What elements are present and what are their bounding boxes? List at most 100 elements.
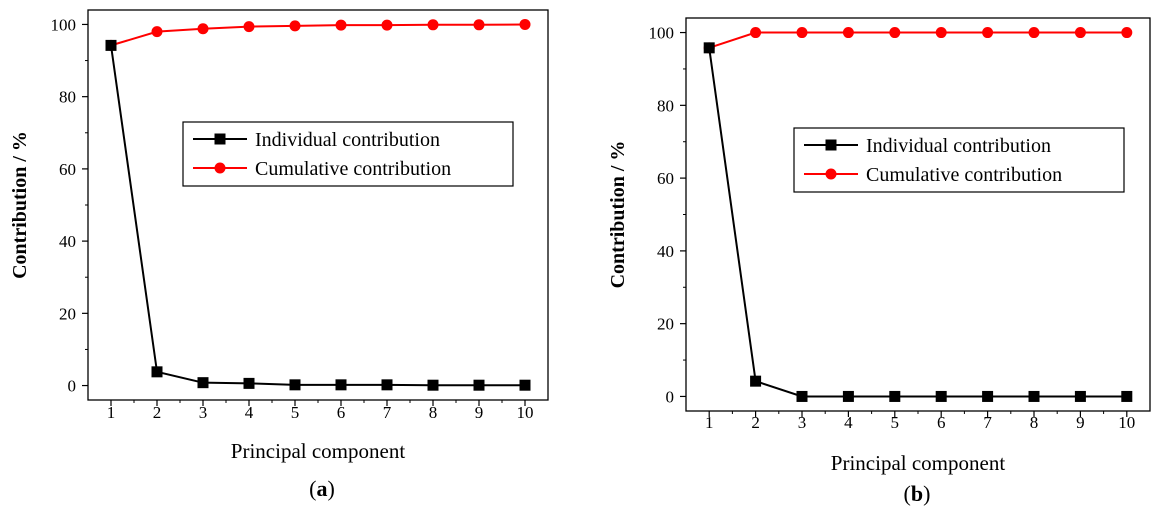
- x-tick-label: 3: [798, 413, 807, 432]
- data-point-cumulative: [750, 27, 762, 39]
- x-tick-label: 5: [891, 413, 900, 432]
- plot-frame: [87, 9, 549, 401]
- y-tick-label: 40: [657, 242, 674, 261]
- data-point-cumulative: [519, 18, 531, 30]
- legend-label: Individual contribution: [866, 135, 1051, 157]
- data-point-cumulative: [381, 19, 393, 31]
- y-tick-label: 100: [51, 15, 77, 34]
- x-tick-label: 2: [153, 403, 162, 422]
- data-point-cumulative: [935, 27, 947, 39]
- data-point-individual: [197, 377, 209, 389]
- y-tick-label: 20: [657, 315, 674, 334]
- panel-label-open-paren: (: [309, 476, 316, 501]
- data-point-individual: [289, 379, 301, 391]
- legend-marker-circle: [825, 168, 837, 180]
- x-axis-title: Principal component: [831, 451, 1006, 475]
- data-point-cumulative: [197, 23, 209, 35]
- legend-marker-circle: [214, 162, 226, 174]
- x-tick-label: 10: [1118, 413, 1135, 432]
- x-tick-label: 7: [383, 403, 392, 422]
- x-tick-label: 4: [844, 413, 853, 432]
- y-tick-label: 80: [657, 96, 674, 115]
- data-point-individual: [243, 377, 255, 389]
- y-tick-label: 100: [649, 24, 675, 43]
- x-tick-label: 1: [705, 413, 714, 432]
- data-point-individual: [889, 390, 901, 402]
- x-tick-label: 10: [517, 403, 534, 422]
- y-axis-title: Contribution / %: [607, 141, 629, 289]
- x-tick-label: 8: [1030, 413, 1039, 432]
- y-tick-label: 40: [59, 232, 76, 251]
- data-point-cumulative: [982, 27, 994, 39]
- data-point-cumulative: [151, 26, 163, 38]
- data-point-individual: [750, 375, 762, 387]
- panel-label-letter: b: [911, 481, 923, 506]
- panel-label-close-paren: ): [923, 481, 930, 506]
- data-point-cumulative: [889, 27, 901, 39]
- panel-label-letter: a: [317, 476, 328, 501]
- data-point-cumulative: [473, 19, 485, 31]
- panel-label: (a): [309, 476, 335, 501]
- y-tick-label: 60: [59, 160, 76, 179]
- panel-label: (b): [904, 481, 931, 506]
- data-point-cumulative: [1074, 27, 1086, 39]
- data-point-cumulative: [335, 19, 347, 31]
- series-line-individual: [110, 45, 525, 387]
- data-point-individual: [1121, 390, 1133, 402]
- data-point-cumulative: [243, 21, 255, 33]
- legend-label: Cumulative contribution: [866, 164, 1062, 186]
- y-tick-label: 20: [59, 304, 76, 323]
- x-tick-label: 3: [199, 403, 208, 422]
- x-tick-label: 7: [983, 413, 992, 432]
- data-point-cumulative: [1121, 27, 1133, 39]
- y-tick-label: 0: [666, 387, 675, 406]
- data-point-individual: [1074, 390, 1086, 402]
- data-point-individual: [519, 379, 531, 391]
- data-point-individual: [982, 390, 994, 402]
- x-tick-label: 9: [475, 403, 484, 422]
- data-point-cumulative: [796, 27, 808, 39]
- panel-label-open-paren: (: [904, 481, 911, 506]
- data-point-individual: [1028, 390, 1040, 402]
- data-point-individual: [335, 379, 347, 391]
- x-tick-label: 6: [337, 403, 346, 422]
- data-point-individual: [427, 379, 439, 391]
- y-tick-label: 0: [68, 377, 77, 396]
- data-point-individual: [473, 379, 485, 391]
- x-axis-title: Principal component: [231, 439, 406, 463]
- series-line-individual: [708, 47, 1127, 398]
- x-tick-label: 2: [751, 413, 760, 432]
- data-point-individual: [105, 39, 117, 51]
- data-point-cumulative: [427, 19, 439, 31]
- x-tick-label: 9: [1076, 413, 1085, 432]
- series-line-cumulative: [110, 23, 526, 47]
- data-point-individual: [796, 390, 808, 402]
- panel-label-close-paren: ): [328, 476, 335, 501]
- data-point-individual: [151, 366, 163, 378]
- legend-box: [182, 121, 514, 187]
- x-tick-label: 5: [291, 403, 300, 422]
- data-point-individual: [935, 390, 947, 402]
- data-point-individual: [381, 379, 393, 391]
- x-tick-label: 8: [429, 403, 438, 422]
- plot-frame: [685, 17, 1151, 412]
- y-tick-label: 80: [59, 88, 76, 107]
- series-line-cumulative: [708, 31, 1127, 49]
- x-tick-label: 4: [245, 403, 254, 422]
- data-point-individual: [703, 42, 715, 54]
- y-tick-label: 60: [657, 169, 674, 188]
- legend-marker-square: [214, 133, 226, 145]
- x-tick-label: 1: [107, 403, 116, 422]
- data-point-cumulative: [1028, 27, 1040, 39]
- legend-label: Cumulative contribution: [255, 158, 451, 180]
- data-point-cumulative: [289, 20, 301, 32]
- data-point-cumulative: [842, 27, 854, 39]
- data-point-individual: [842, 390, 854, 402]
- legend-box: [793, 127, 1125, 193]
- legend-label: Individual contribution: [255, 129, 440, 151]
- legend-marker-square: [825, 139, 837, 151]
- x-tick-label: 6: [937, 413, 946, 432]
